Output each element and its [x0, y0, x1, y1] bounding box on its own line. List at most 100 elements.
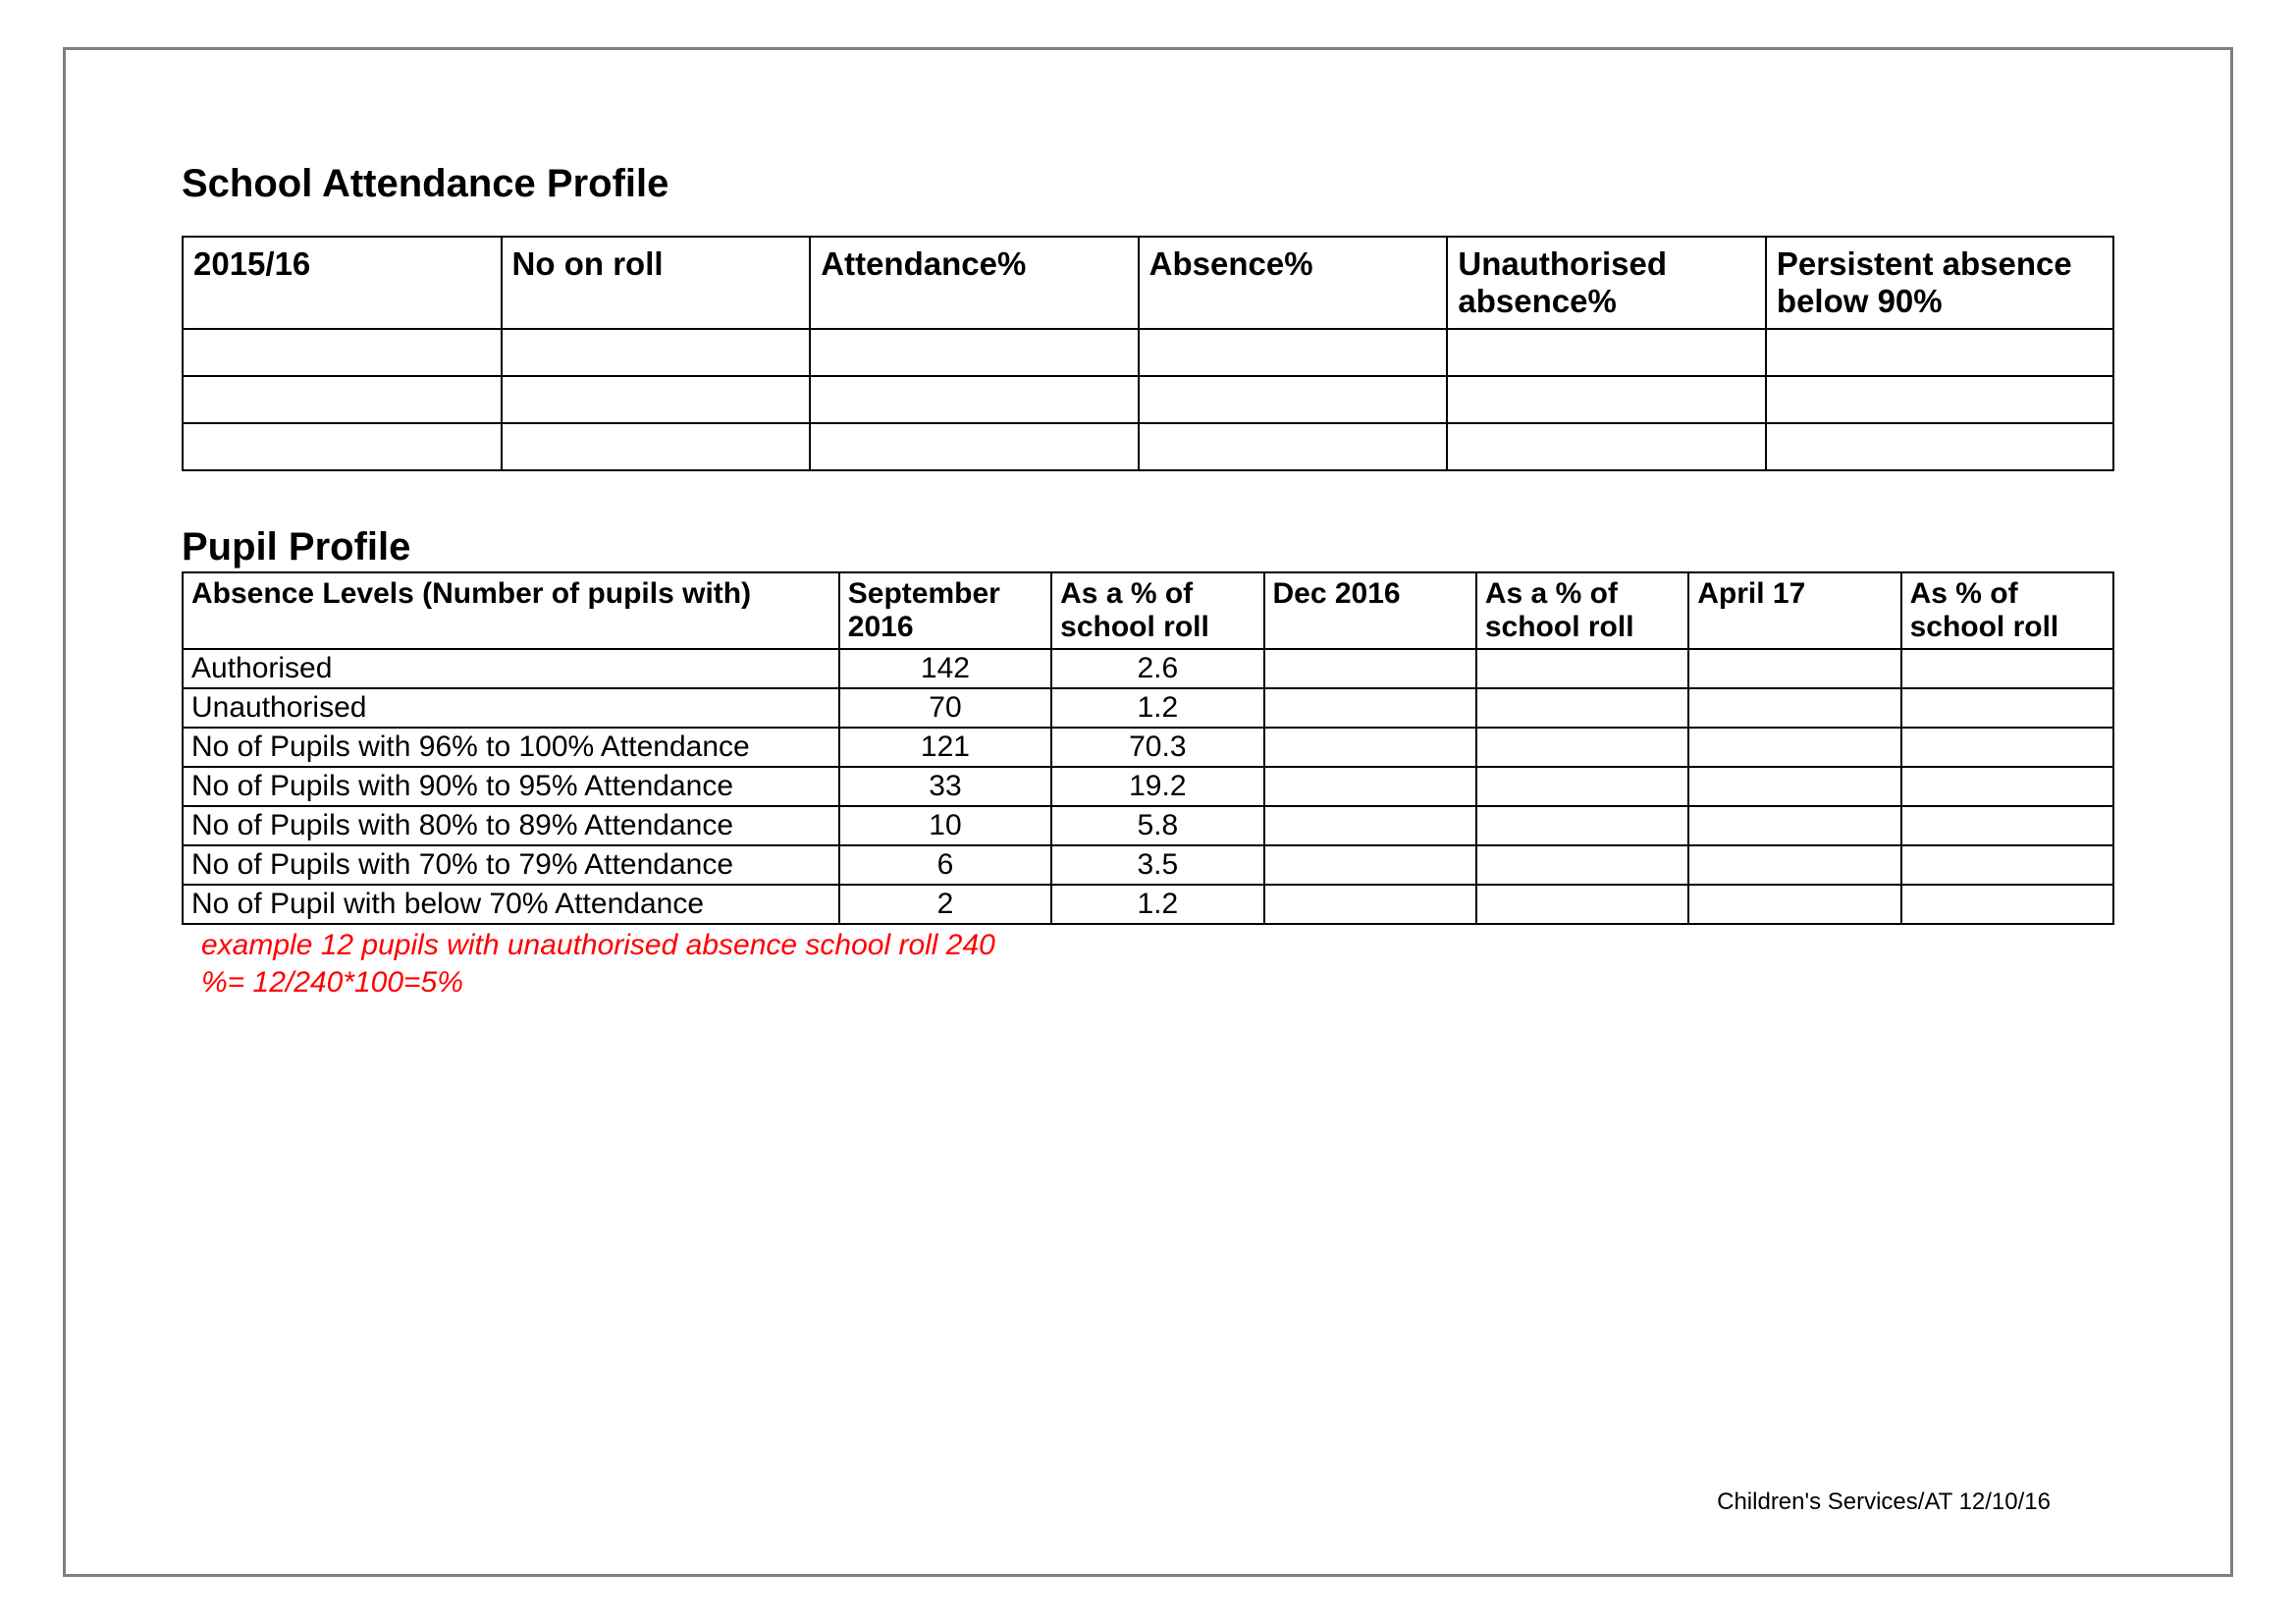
pupil-tbody: Authorised 142 2.6 Unauthorised 70 1.2 N… [183, 649, 2113, 924]
pupil-col-pct2: As a % of school roll [1476, 572, 1688, 649]
table-row: Authorised 142 2.6 [183, 649, 2113, 688]
pupil-cell [1264, 688, 1476, 728]
page-content: School Attendance Profile 2015/16 No on … [182, 88, 2114, 1001]
pupil-col-pct3: As % of school roll [1901, 572, 2113, 649]
pupil-cell [1901, 845, 2113, 885]
attendance-cell [183, 423, 502, 470]
pupil-row-label: No of Pupil with below 70% Attendance [183, 885, 839, 924]
pupil-cell: 142 [839, 649, 1051, 688]
pupil-cell [1264, 885, 1476, 924]
attendance-cell [502, 329, 811, 376]
pupil-row-label: No of Pupils with 70% to 79% Attendance [183, 845, 839, 885]
attendance-cell [502, 376, 811, 423]
attendance-cell [502, 423, 811, 470]
pupil-cell [1901, 806, 2113, 845]
pupil-col-apr17: April 17 [1688, 572, 1900, 649]
attendance-profile-table: 2015/16 No on roll Attendance% Absence% … [182, 236, 2114, 471]
pupil-cell [1688, 767, 1900, 806]
pupil-thead: Absence Levels (Number of pupils with) S… [183, 572, 2113, 649]
pupil-cell [1688, 728, 1900, 767]
pupil-cell [1688, 806, 1900, 845]
pupil-cell: 2.6 [1051, 649, 1263, 688]
attendance-cell [1139, 329, 1448, 376]
pupil-cell [1688, 649, 1900, 688]
pupil-cell [1264, 845, 1476, 885]
attendance-cell [183, 376, 502, 423]
attendance-profile-heading: School Attendance Profile [182, 162, 2114, 206]
table-row: No of Pupils with 80% to 89% Attendance … [183, 806, 2113, 845]
pupil-cell: 33 [839, 767, 1051, 806]
pupil-cell [1476, 806, 1688, 845]
attendance-col-no-on-roll: No on roll [502, 237, 811, 329]
pupil-cell [1264, 767, 1476, 806]
example-note: example 12 pupils with unauthorised abse… [201, 927, 2114, 1001]
table-row: No of Pupils with 96% to 100% Attendance… [183, 728, 2113, 767]
pupil-cell [1476, 845, 1688, 885]
attendance-cell [183, 329, 502, 376]
pupil-cell [1901, 728, 2113, 767]
attendance-col-absence-pct: Absence% [1139, 237, 1448, 329]
pupil-cell [1688, 885, 1900, 924]
attendance-col-persistent: Persistent absence below 90% [1766, 237, 2113, 329]
table-row: No of Pupils with 70% to 79% Attendance … [183, 845, 2113, 885]
attendance-tbody [183, 329, 2113, 470]
table-row: No of Pupils with 90% to 95% Attendance … [183, 767, 2113, 806]
pupil-cell: 10 [839, 806, 1051, 845]
pupil-cell [1901, 885, 2113, 924]
pupil-profile-heading: Pupil Profile [182, 525, 2114, 569]
pupil-col-absence-levels: Absence Levels (Number of pupils with) [183, 572, 839, 649]
attendance-thead: 2015/16 No on roll Attendance% Absence% … [183, 237, 2113, 329]
table-row [183, 329, 2113, 376]
pupil-cell: 70.3 [1051, 728, 1263, 767]
attendance-cell [1766, 376, 2113, 423]
attendance-cell [1766, 423, 2113, 470]
attendance-cell [1139, 423, 1448, 470]
pupil-cell: 70 [839, 688, 1051, 728]
attendance-cell [1139, 376, 1448, 423]
pupil-cell [1264, 806, 1476, 845]
pupil-col-dec2016: Dec 2016 [1264, 572, 1476, 649]
example-note-line2: %= 12/240*100=5% [201, 964, 2114, 1001]
pupil-row-label: No of Pupils with 90% to 95% Attendance [183, 767, 839, 806]
table-row [183, 423, 2113, 470]
pupil-cell: 19.2 [1051, 767, 1263, 806]
attendance-cell [810, 329, 1138, 376]
attendance-col-unauthorised-pct: Unauthorised absence% [1447, 237, 1766, 329]
pupil-row-label: Authorised [183, 649, 839, 688]
pupil-cell [1688, 845, 1900, 885]
table-row: No of Pupil with below 70% Attendance 2 … [183, 885, 2113, 924]
pupil-cell [1476, 728, 1688, 767]
pupil-cell: 1.2 [1051, 688, 1263, 728]
pupil-header-row: Absence Levels (Number of pupils with) S… [183, 572, 2113, 649]
page-footer: Children's Services/AT 12/10/16 [1717, 1489, 2051, 1516]
pupil-cell: 1.2 [1051, 885, 1263, 924]
pupil-cell [1264, 728, 1476, 767]
pupil-cell [1476, 649, 1688, 688]
pupil-col-sep2016: September 2016 [839, 572, 1051, 649]
pupil-profile-table: Absence Levels (Number of pupils with) S… [182, 571, 2114, 925]
pupil-cell [1476, 767, 1688, 806]
attendance-col-year: 2015/16 [183, 237, 502, 329]
pupil-row-label: No of Pupils with 80% to 89% Attendance [183, 806, 839, 845]
pupil-cell: 5.8 [1051, 806, 1263, 845]
pupil-cell [1476, 688, 1688, 728]
attendance-cell [1447, 376, 1766, 423]
pupil-col-pct1: As a % of school roll [1051, 572, 1263, 649]
table-row: Unauthorised 70 1.2 [183, 688, 2113, 728]
pupil-cell: 121 [839, 728, 1051, 767]
attendance-cell [810, 376, 1138, 423]
attendance-cell [1447, 329, 1766, 376]
pupil-cell [1901, 649, 2113, 688]
example-note-line1: example 12 pupils with unauthorised abse… [201, 927, 2114, 964]
attendance-cell [810, 423, 1138, 470]
attendance-cell [1447, 423, 1766, 470]
attendance-header-row: 2015/16 No on roll Attendance% Absence% … [183, 237, 2113, 329]
attendance-col-attendance-pct: Attendance% [810, 237, 1138, 329]
pupil-cell [1264, 649, 1476, 688]
pupil-cell [1688, 688, 1900, 728]
pupil-cell [1901, 767, 2113, 806]
pupil-cell [1901, 688, 2113, 728]
table-row [183, 376, 2113, 423]
pupil-cell: 2 [839, 885, 1051, 924]
attendance-cell [1766, 329, 2113, 376]
